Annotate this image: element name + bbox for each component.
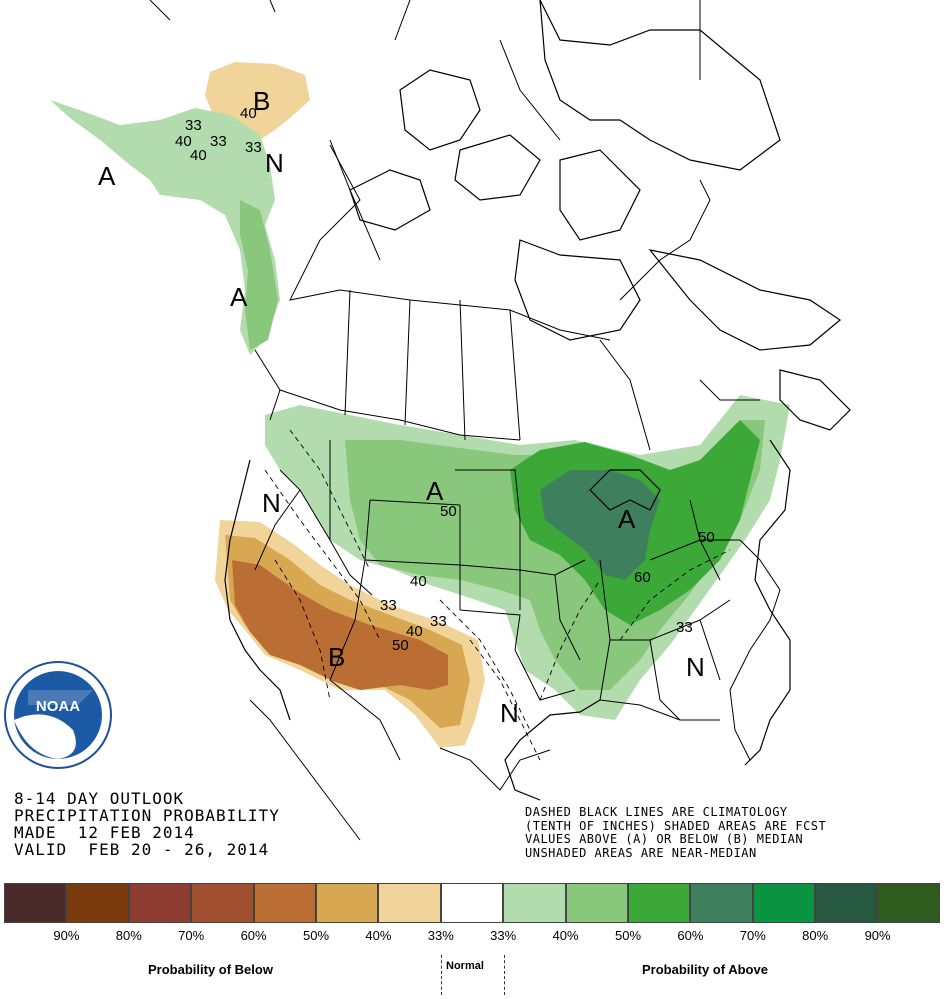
title-line-4: VALID FEB 20 - 26, 2014 bbox=[14, 840, 270, 859]
alaska-33-label-c: 33 bbox=[245, 139, 262, 156]
legend-swatch bbox=[315, 883, 379, 923]
texas-N-label: N bbox=[500, 698, 519, 728]
note-line-3: VALUES ABOVE (A) OR BELOW (B) MEDIAN bbox=[525, 832, 804, 846]
plains-50-label: 50 bbox=[440, 503, 457, 520]
panhandle-A-label: A bbox=[230, 282, 248, 312]
alaska-40-label: 40 bbox=[240, 105, 257, 122]
title-line-1: 8-14 DAY OUTLOOK bbox=[14, 789, 185, 808]
title-line-3: MADE 12 FEB 2014 bbox=[14, 823, 195, 842]
alaska-B-label: B bbox=[253, 86, 270, 116]
legend-tick-label: 40% bbox=[552, 928, 579, 943]
lakes-A-label: A bbox=[618, 504, 636, 534]
lakes-above-60 bbox=[540, 470, 660, 580]
alaska-above-33 bbox=[50, 100, 280, 355]
region-labels: B 40 33 40 40 33 33 N A A N A 50 40 33 B… bbox=[98, 86, 715, 728]
legend-tick-label: 50% bbox=[614, 928, 642, 943]
note-line-1: DASHED BLACK LINES ARE CLIMATOLOGY bbox=[525, 805, 788, 819]
sw-33-label: 33 bbox=[430, 613, 447, 630]
se-N-label: N bbox=[686, 652, 705, 682]
legend-swatch bbox=[690, 883, 753, 923]
legend-tick-label: 60% bbox=[677, 928, 704, 943]
west-N-label: N bbox=[262, 488, 281, 518]
legend-tick-label: 33% bbox=[490, 928, 517, 943]
noaa-logo-text: NOAA bbox=[36, 698, 80, 715]
above-caption: Probability of Above bbox=[642, 962, 768, 977]
legend-swatch bbox=[4, 883, 67, 923]
legend-tick-label: 70% bbox=[739, 928, 766, 943]
note-line-4: UNSHADED AREAS ARE NEAR-MEDIAN bbox=[525, 845, 757, 860]
legend-swatch bbox=[128, 883, 192, 923]
alaska-N-label: N bbox=[265, 148, 284, 178]
se-33-label: 33 bbox=[676, 619, 693, 636]
plains-A-label: A bbox=[426, 476, 444, 506]
legend-tick-label: 80% bbox=[802, 928, 829, 943]
normal-separator-left bbox=[441, 955, 442, 995]
alaska-A-label: A bbox=[98, 161, 116, 191]
legend-swatch bbox=[191, 883, 254, 923]
legend-swatch bbox=[565, 883, 628, 923]
note-line-2: (TENTH OF INCHES) SHADED AREAS ARE FCST bbox=[525, 818, 827, 833]
legend-tick-label: 80% bbox=[115, 928, 142, 943]
panhandle-above-40 bbox=[240, 200, 278, 350]
legend-tick-label: 70% bbox=[178, 928, 205, 943]
legend-tick-label: 90% bbox=[53, 928, 80, 943]
legend-tick-label: 33% bbox=[427, 928, 454, 943]
alaska-40-label-c: 40 bbox=[190, 147, 207, 164]
legend-swatch bbox=[815, 883, 878, 923]
precipitation-outlook-map: B 40 33 40 40 33 33 N A A N A 50 40 33 B… bbox=[4, 0, 851, 841]
sw-50-label: 50 bbox=[392, 637, 409, 654]
plains-40-label: 40 bbox=[410, 573, 427, 590]
alaska-33-label-b: 33 bbox=[210, 133, 227, 150]
east-50-label: 50 bbox=[698, 529, 715, 546]
title-line-2: PRECIPITATION PROBABILITY bbox=[14, 806, 280, 825]
legend-swatch bbox=[627, 883, 691, 923]
normal-caption: Normal bbox=[446, 960, 484, 972]
legend-swatch bbox=[503, 883, 566, 923]
sw-below-50 bbox=[232, 560, 448, 690]
noaa-logo: NOAA bbox=[4, 661, 112, 769]
legend-swatch bbox=[378, 883, 441, 923]
outlook-title-block: 8-14 DAY OUTLOOK PRECIPITATION PROBABILI… bbox=[14, 790, 280, 858]
coastlines bbox=[224, 0, 851, 801]
legend-tick-label: 40% bbox=[365, 928, 392, 943]
legend-swatch bbox=[877, 883, 940, 923]
climatology-lines bbox=[264, 429, 731, 761]
alaska-33-label-a: 33 bbox=[185, 117, 202, 134]
legend-tick-labels: 90% 80% 70% 60% 50% 40% 33% 33% 40% 50% 60% 70% 80% 9… bbox=[0, 928, 946, 948]
legend-swatch bbox=[66, 883, 129, 923]
lakes-60-label: 60 bbox=[634, 569, 651, 586]
legend-tick-label: 60% bbox=[240, 928, 267, 943]
legend-notes: DASHED BLACK LINES ARE CLIMATOLOGY (TENT… bbox=[525, 805, 827, 860]
legend-tick-label: 50% bbox=[302, 928, 330, 943]
alaska-40-label-b: 40 bbox=[175, 133, 192, 150]
sw-B-label: B bbox=[328, 642, 345, 672]
legend-swatch bbox=[752, 883, 816, 923]
above-median-regions bbox=[50, 100, 790, 720]
legend-swatch bbox=[440, 883, 504, 923]
legend-swatch bbox=[253, 883, 316, 923]
legend-tick-label: 90% bbox=[864, 928, 891, 943]
plains-33-label: 33 bbox=[380, 597, 397, 614]
probability-color-legend bbox=[4, 883, 940, 923]
plains-above-50 bbox=[415, 469, 465, 501]
below-caption: Probability of Below bbox=[148, 962, 273, 977]
normal-separator-right bbox=[504, 955, 505, 995]
sw-40-label: 40 bbox=[406, 623, 423, 640]
